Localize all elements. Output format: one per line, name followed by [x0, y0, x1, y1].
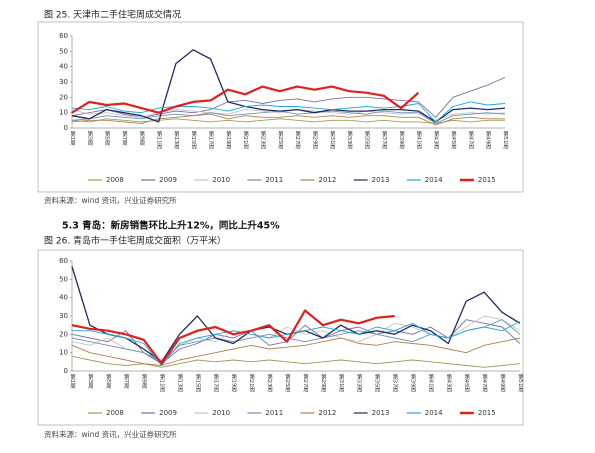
y-tick-label: 20: [59, 330, 68, 338]
x-tick-label: 第21周: [248, 373, 255, 393]
x-tick-label: 第37周: [381, 130, 388, 150]
x-tick-label: 第7周: [123, 373, 130, 390]
x-tick-label: 第35周: [374, 373, 381, 393]
x-tick-label: 第43周: [433, 130, 440, 150]
x-tick-label: 第41周: [427, 373, 434, 393]
x-tick-label: 第35周: [363, 130, 370, 150]
legend-label: 2009: [159, 176, 177, 184]
series-line: [71, 85, 420, 114]
x-tick-label: 第9周: [141, 373, 148, 390]
legend-label: 2010: [212, 176, 230, 184]
x-tick-label: 第21周: [242, 130, 249, 150]
series-line: [71, 113, 505, 126]
section-heading: 5.3 青岛：新房销售环比上升12%，同比上升45%: [62, 220, 280, 232]
legend-label: 2014: [425, 409, 443, 417]
figure-caption: 图 25. 天津市二手住宅周成交情况: [44, 9, 181, 21]
x-tick-label: 第41周: [415, 130, 422, 150]
y-tick-label: 10: [59, 349, 68, 357]
x-tick-label: 第27周: [294, 130, 301, 150]
x-tick-label: 第47周: [481, 373, 488, 393]
x-tick-label: 第1周: [69, 130, 76, 147]
legend-label: 2008: [106, 409, 124, 417]
legend-label: 2010: [212, 409, 230, 417]
x-tick-label: 第45周: [463, 373, 470, 393]
chart-frame: [37, 249, 524, 426]
figure-caption: 图 26. 青岛市一手住宅周成交面积（万平米）: [44, 235, 226, 247]
series-line: [71, 355, 521, 368]
y-tick-label: 40: [59, 294, 68, 302]
legend-label: 2013: [372, 176, 390, 184]
x-tick-label: 第47周: [467, 130, 474, 150]
x-tick-label: 第27周: [302, 373, 309, 393]
legend-label: 2008: [106, 176, 124, 184]
x-tick-label: 第45周: [450, 130, 457, 150]
x-tick-label: 第33周: [356, 373, 363, 393]
legend-label: 2009: [159, 409, 177, 417]
legend-label: 2011: [265, 409, 283, 417]
legend-label: 2015: [478, 176, 496, 184]
x-tick-label: 第29周: [320, 373, 327, 393]
series-line: [71, 101, 506, 123]
x-tick-label: 第3周: [86, 130, 93, 147]
x-tick-label: 第5周: [104, 130, 111, 147]
x-tick-label: 第49周: [485, 130, 492, 150]
x-tick-label: 第23周: [266, 373, 273, 393]
x-tick-label: 第25周: [284, 373, 291, 393]
y-tick-label: 0: [64, 124, 68, 132]
y-tick-label: 20: [59, 93, 68, 101]
x-tick-label: 第13周: [173, 130, 180, 150]
x-tick-label: 第33周: [346, 130, 353, 150]
x-tick-label: 第7周: [121, 130, 128, 147]
x-tick-label: 第51周: [517, 373, 524, 393]
y-tick-label: 30: [59, 312, 68, 320]
y-tick-label: 10: [59, 109, 68, 117]
source-note: 资料来源：wind 资讯，兴业证券研究所: [44, 429, 177, 439]
x-tick-label: 第5周: [105, 373, 112, 390]
x-tick-label: 第51周: [502, 130, 509, 150]
x-tick-label: 第17周: [208, 130, 215, 150]
x-tick-label: 第11周: [159, 373, 166, 393]
series-line: [71, 49, 506, 123]
legend-label: 2013: [372, 409, 390, 417]
legend-label: 2012: [319, 176, 337, 184]
y-tick-label: 50: [59, 275, 68, 283]
series-line: [71, 309, 395, 365]
chart-frame: [37, 21, 524, 193]
x-tick-label: 第25周: [277, 130, 284, 150]
x-tick-label: 第17周: [212, 373, 219, 393]
x-tick-label: 第37周: [392, 373, 399, 393]
x-tick-label: 第43周: [445, 373, 452, 393]
source-note: 资料来源：wind 资讯，兴业证券研究所: [44, 195, 177, 205]
x-tick-label: 第15周: [194, 373, 201, 393]
x-tick-label: 第31周: [329, 130, 336, 150]
x-tick-label: 第13周: [177, 373, 184, 393]
x-tick-label: 第11周: [156, 130, 163, 150]
x-tick-label: 第9周: [138, 130, 145, 147]
y-tick-label: 30: [59, 78, 68, 86]
series-line: [71, 337, 521, 366]
x-tick-label: 第29周: [311, 130, 318, 150]
y-tick-label: 60: [59, 32, 68, 40]
x-tick-label: 第39周: [409, 373, 416, 393]
x-tick-label: 第1周: [69, 373, 76, 390]
x-tick-label: 第15周: [190, 130, 197, 150]
y-tick-label: 60: [59, 257, 68, 265]
series-line: [71, 110, 506, 124]
y-tick-label: 40: [59, 63, 68, 71]
x-tick-label: 第23周: [260, 130, 267, 150]
x-tick-label: 第3周: [87, 373, 94, 390]
x-tick-label: 第19周: [225, 130, 232, 150]
legend-label: 2012: [319, 409, 337, 417]
legend-label: 2014: [425, 176, 443, 184]
y-tick-label: 50: [59, 47, 68, 55]
x-tick-label: 第49周: [499, 373, 506, 393]
x-tick-label: 第19周: [230, 373, 237, 393]
legend-label: 2011: [265, 176, 283, 184]
series-line: [72, 321, 521, 366]
legend-label: 2015: [478, 409, 496, 417]
x-tick-label: 第31周: [338, 373, 345, 393]
x-tick-label: 第39周: [398, 130, 405, 150]
y-tick-label: 0: [64, 367, 68, 375]
